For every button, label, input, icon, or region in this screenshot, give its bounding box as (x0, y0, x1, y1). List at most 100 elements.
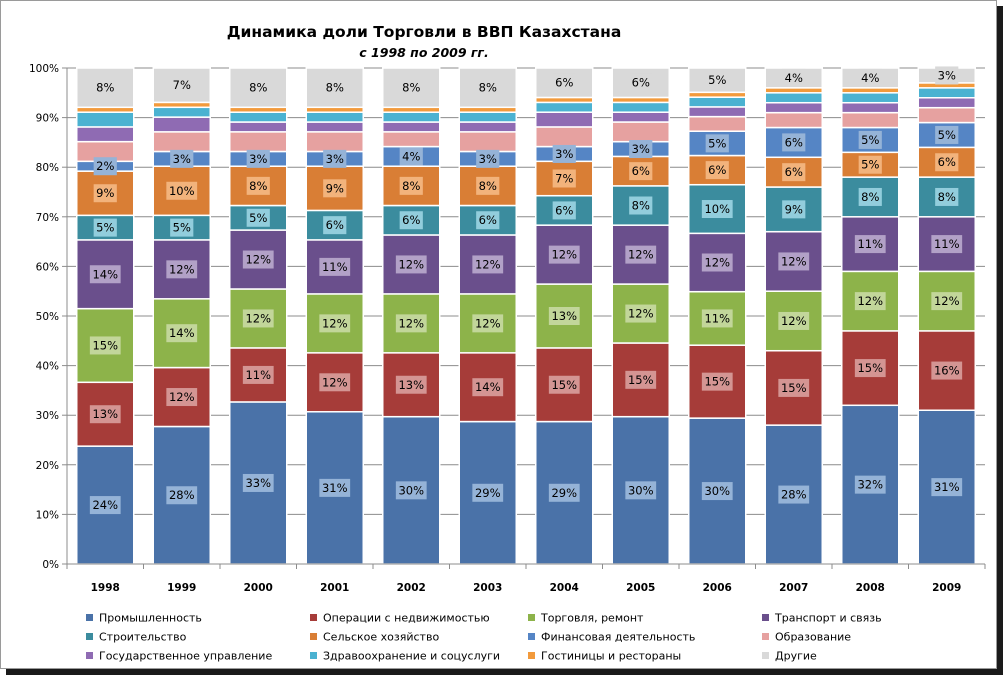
data-label: 28% (169, 488, 195, 502)
data-label-box (242, 473, 274, 492)
data-label-box (246, 176, 270, 195)
data-label: 3% (173, 152, 191, 166)
data-label: 13% (92, 407, 118, 421)
data-label-box (395, 375, 427, 394)
data-label: 6% (938, 155, 956, 169)
bar-segment (535, 111, 594, 128)
data-label: 6% (708, 163, 726, 177)
data-label: 12% (398, 316, 424, 330)
legend-swatch (86, 614, 93, 621)
data-label: 5% (708, 73, 726, 87)
bar-segment (458, 131, 517, 153)
data-label: 12% (398, 257, 424, 271)
data-label: 3% (249, 152, 267, 166)
y-tick-label: 60% (36, 261, 59, 273)
legend-label: Промышленность (99, 612, 202, 625)
data-label: 30% (398, 483, 424, 497)
data-label-box (472, 483, 504, 502)
data-label-box (246, 149, 270, 168)
data-label: 12% (169, 262, 195, 276)
legend-swatch (762, 633, 769, 640)
data-label-box (319, 478, 351, 497)
data-label-box (625, 245, 657, 264)
bar-segment (611, 111, 670, 123)
data-label: 8% (479, 81, 497, 95)
data-label-box (242, 365, 274, 384)
data-label: 10% (169, 184, 195, 198)
x-tick-label: 2004 (550, 582, 579, 594)
data-label-box (629, 140, 653, 159)
bar-segment (764, 111, 823, 129)
data-label: 4% (861, 71, 879, 85)
data-label: 9% (96, 186, 114, 200)
data-label-box (472, 314, 504, 333)
x-tick-label: 2002 (397, 582, 426, 594)
data-label-box (93, 157, 117, 176)
data-label: 6% (632, 76, 650, 90)
data-label: 12% (322, 316, 348, 330)
data-label-box (552, 144, 576, 163)
data-label: 3% (938, 68, 956, 82)
y-tick-label: 40% (36, 361, 59, 373)
data-label-box (476, 78, 500, 97)
data-label-box (166, 388, 198, 407)
bar-segment (152, 116, 211, 133)
data-label: 16% (934, 364, 960, 378)
data-label-box (778, 485, 810, 504)
chart-title: Динамика доли Торговли в ВВП Казахстана (227, 23, 622, 41)
legend-label: Гостиницы и рестораны (541, 650, 681, 663)
legend: Промышленность Операции с недвижимостью То… (86, 612, 882, 663)
data-label: 12% (245, 311, 271, 325)
data-label-box (93, 78, 117, 97)
data-label-box (931, 292, 963, 311)
bar-segment (382, 111, 441, 123)
data-label: 15% (92, 338, 118, 352)
data-label-box (476, 149, 500, 168)
data-label-box (323, 216, 347, 235)
data-label: 7% (555, 171, 573, 185)
x-tick-label: 2007 (779, 582, 808, 594)
data-label: 12% (857, 294, 883, 308)
data-label: 14% (92, 267, 118, 281)
bar-segment (688, 96, 747, 108)
data-label: 5% (861, 133, 879, 147)
chart-subtitle: с 1998 по 2009 гг. (359, 45, 488, 60)
data-label-box (701, 482, 733, 501)
bar-segment (382, 131, 441, 148)
data-label: 6% (785, 165, 803, 179)
x-tick-label: 2006 (703, 582, 732, 594)
data-label: 5% (861, 158, 879, 172)
data-label: 6% (326, 218, 344, 232)
bar-segment (229, 121, 288, 133)
bar-segment (76, 67, 135, 109)
data-label: 12% (322, 375, 348, 389)
data-label-box (89, 265, 121, 284)
legend-swatch (86, 652, 93, 659)
data-label: 11% (857, 237, 883, 251)
data-label-box (858, 130, 882, 149)
bars (76, 67, 976, 565)
legend-label: Другие (775, 650, 817, 663)
data-label: 15% (551, 378, 577, 392)
data-label: 11% (322, 260, 348, 274)
data-label: 4% (785, 71, 803, 85)
data-label: 29% (475, 486, 501, 500)
axes: 0% 10% 20% 30% 40% 50% 60% 70% 80% 90% 100% 1998 199… (29, 63, 986, 594)
data-label-box (854, 475, 886, 494)
data-label-box (705, 134, 729, 153)
data-label-box (629, 196, 653, 215)
bar-segment (688, 115, 747, 132)
data-label: 14% (169, 326, 195, 340)
bar-segment (458, 121, 517, 133)
legend-swatch (310, 614, 317, 621)
bar-segment (917, 106, 976, 124)
data-label-box (246, 78, 270, 97)
data-label-box (931, 235, 963, 254)
data-label: 8% (96, 81, 114, 95)
bar-segment (305, 131, 364, 153)
data-label-box (701, 253, 733, 272)
data-label-box (170, 76, 194, 95)
data-label: 33% (245, 476, 271, 490)
data-label: 14% (475, 380, 501, 394)
data-label-box (399, 147, 423, 166)
